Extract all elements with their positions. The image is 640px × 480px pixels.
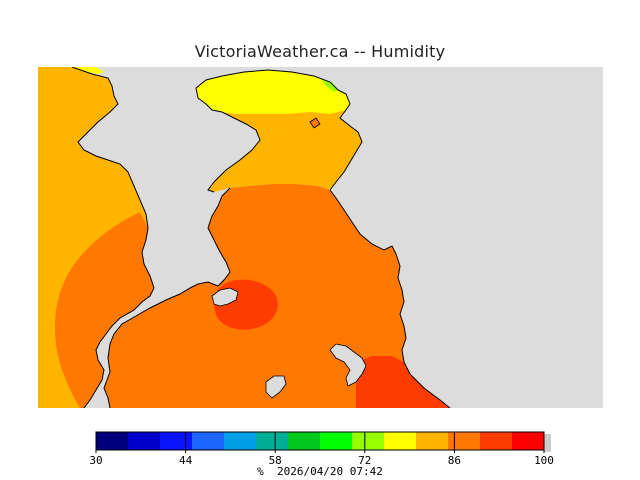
water-bay-east: [329, 343, 367, 387]
coastline-west: [71, 67, 155, 408]
legend-band-10: [416, 432, 448, 450]
map-title: VictoriaWeather.ca -- Humidity: [194, 42, 446, 61]
legend-band-2: [160, 432, 192, 450]
legend-band-7: [320, 432, 352, 450]
legend-band-9: [384, 432, 416, 450]
legend-band-4: [224, 432, 256, 450]
legend-tick-label: 44: [178, 454, 193, 467]
land-west-dry-edge: [72, 67, 104, 74]
legend-band-6: [288, 432, 320, 450]
legend-tick-label: 100: [534, 454, 554, 467]
red-humidity-zone-south: [356, 356, 450, 408]
legend-band-13: [512, 432, 544, 450]
legend-band-11: [448, 432, 480, 450]
legend-tick-label: 58: [268, 454, 282, 467]
legend-unit: %: [257, 465, 264, 478]
legend-tick-label: 30: [89, 454, 103, 467]
legend-timestamp: 2026/04/20 07:42: [276, 465, 383, 478]
land-north-dry-area: [196, 70, 350, 114]
coastline-main: [103, 187, 451, 408]
coastline-north: [195, 69, 363, 193]
water-inlet-center: [211, 287, 239, 307]
land-north-green-edge: [322, 80, 338, 92]
legend-band-1: [128, 432, 160, 450]
legend-band-5: [256, 432, 288, 450]
legend-band-0: [96, 432, 128, 450]
legend-band-8: [352, 432, 384, 450]
legend-tick-label: 86: [447, 454, 462, 467]
water-lake-south: [265, 375, 287, 399]
legend-tick-label: 72: [358, 454, 372, 467]
land-main: [104, 184, 450, 408]
legend-shadow: [544, 434, 551, 452]
small-island: [309, 117, 321, 129]
legend-band-12: [480, 432, 512, 450]
land-west-high-humidity: [54, 212, 154, 408]
legend-caption: % 2026/04/20 07:42: [0, 465, 640, 478]
legend-band-3: [192, 432, 224, 450]
